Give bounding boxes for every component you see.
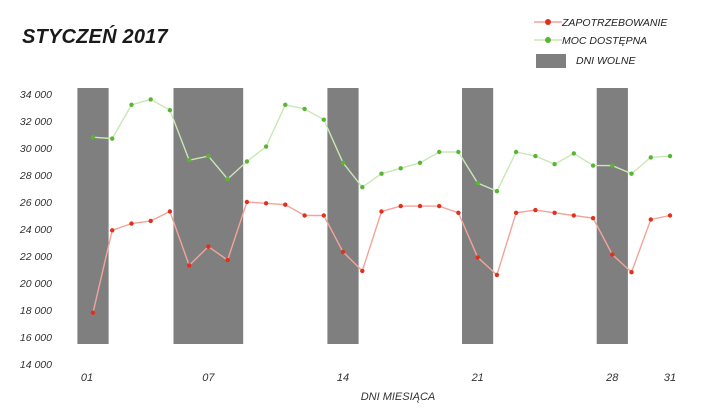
series-2-point — [148, 97, 153, 102]
series-2-point — [321, 117, 326, 122]
series-1-point — [321, 213, 326, 218]
free-day-bar-5 — [596, 88, 628, 344]
series-1-point — [629, 270, 634, 275]
chart-title: STYCZEŃ 2017 — [22, 26, 168, 48]
series-2-point — [90, 135, 96, 140]
series-1-point — [206, 244, 211, 249]
series-2-point — [225, 176, 230, 182]
series-2-point — [110, 136, 115, 141]
series-2-point — [513, 149, 519, 155]
free-day-bar-4 — [462, 88, 494, 344]
series-2-point — [590, 163, 596, 168]
series-2-point — [398, 166, 403, 171]
series-1-point — [533, 207, 538, 213]
series-2-point — [283, 102, 288, 108]
series-2-point — [552, 162, 557, 167]
free-day-bar-3 — [327, 88, 359, 344]
series-2-point — [167, 108, 173, 113]
legend-label-2: MOC DOSTĘPNA — [562, 35, 647, 47]
series-1-point — [648, 217, 653, 222]
legend-marker-free-days — [536, 54, 566, 68]
series-2-point — [302, 106, 307, 112]
x-tick-label: 21 — [471, 372, 484, 384]
x-axis-label: DNI MIESIĄCA — [361, 391, 436, 403]
series-1-point — [667, 213, 673, 218]
series-1-point — [360, 268, 365, 274]
legend-marker-1 — [545, 19, 551, 25]
y-tick-label: 16 000 — [20, 332, 52, 344]
series-1-point — [110, 228, 115, 233]
y-tick-label: 22 000 — [19, 251, 52, 263]
y-tick-label: 24 000 — [19, 224, 52, 236]
series-1-point — [475, 255, 480, 260]
series-2-point — [571, 151, 576, 156]
series-1-point — [417, 203, 423, 209]
series-1-point — [263, 201, 269, 206]
series-2-point — [340, 160, 346, 165]
x-tick-label: 31 — [664, 372, 676, 384]
series-1-point — [340, 249, 346, 255]
series-1-point — [148, 218, 153, 224]
series-2-point — [494, 189, 500, 194]
y-tick-label: 20 000 — [19, 278, 52, 290]
legend-label-free-days: DNI WOLNE — [576, 55, 637, 67]
series-2-point — [360, 185, 365, 190]
y-tick-label: 18 000 — [20, 305, 52, 317]
series-1-point — [244, 199, 250, 205]
series-1-point — [571, 213, 576, 218]
legend-label-1: ZAPOTRZEBOWANIE — [561, 17, 668, 29]
y-tick-label: 26 000 — [19, 197, 52, 209]
series-2-point — [437, 149, 442, 155]
series-2-point — [206, 153, 211, 159]
y-tick-label: 28 000 — [19, 170, 52, 182]
series-1-point — [283, 202, 288, 207]
series-1-point — [187, 263, 192, 268]
x-tick-label: 28 — [605, 372, 619, 384]
y-tick-label: 14 000 — [20, 359, 52, 371]
series-1-point — [302, 213, 307, 218]
y-tick-label: 30 000 — [20, 143, 52, 155]
series-2-point — [456, 149, 461, 155]
series-1-point — [456, 210, 461, 215]
series-2-point — [187, 158, 192, 163]
series-2-point — [244, 159, 250, 164]
legend-marker-2 — [545, 37, 551, 43]
series-1-point — [225, 257, 230, 263]
series-2-point — [263, 144, 269, 149]
series-1-point — [167, 209, 173, 214]
series-1-point — [494, 272, 500, 278]
series-2-point — [667, 153, 673, 159]
y-tick-label: 32 000 — [20, 116, 52, 128]
free-day-bar-1 — [77, 88, 109, 344]
series-1-point — [379, 209, 384, 214]
series-2-point — [610, 163, 615, 168]
series-1-point — [552, 210, 557, 215]
series-2-point — [475, 180, 480, 186]
series-1-point — [90, 310, 96, 315]
series-2-point — [129, 102, 134, 108]
series-1-point — [610, 252, 615, 257]
series-1-point — [398, 203, 403, 209]
series-1-point — [129, 221, 134, 226]
series-2-point — [417, 160, 423, 165]
x-tick-label: 01 — [81, 372, 93, 384]
free-day-bar-2 — [173, 88, 244, 344]
series-2-point — [379, 171, 384, 176]
series-2-point — [629, 171, 634, 176]
series-2-point — [648, 155, 653, 160]
y-tick-label: 34 000 — [20, 89, 52, 101]
series-1-point — [437, 203, 442, 209]
series-1-point — [513, 210, 519, 215]
x-tick-label: 14 — [337, 372, 349, 384]
series-1-point — [590, 216, 596, 221]
x-tick-label: 07 — [202, 372, 215, 384]
series-2-point — [533, 153, 538, 159]
